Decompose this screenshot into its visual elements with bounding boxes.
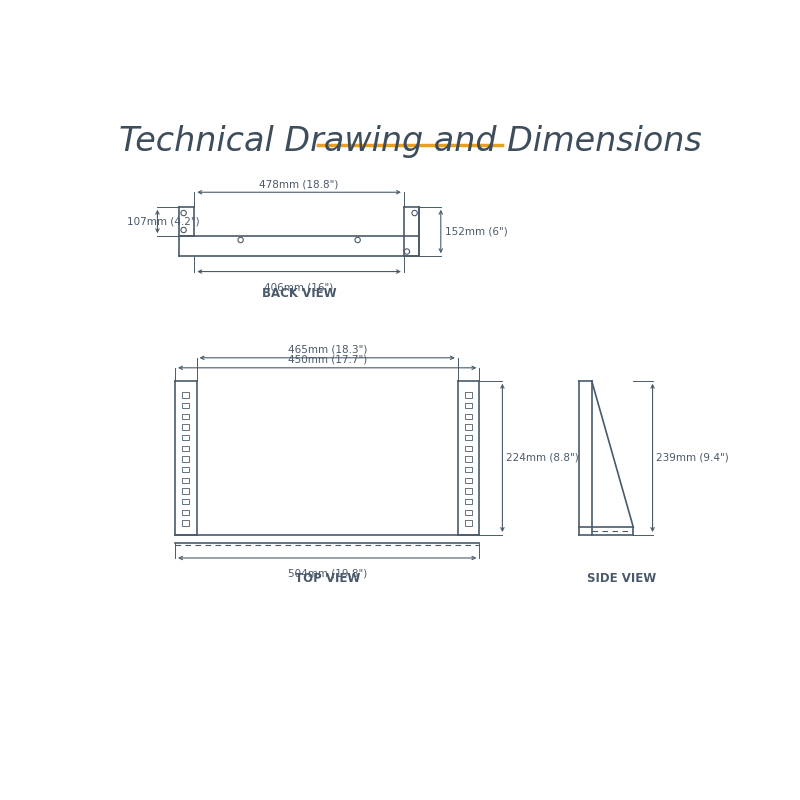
Bar: [465, 510, 472, 515]
Bar: [182, 392, 189, 398]
Bar: [182, 478, 189, 483]
Bar: [182, 499, 189, 504]
Bar: [182, 488, 189, 494]
Text: BACK VIEW: BACK VIEW: [262, 287, 337, 300]
Bar: [465, 435, 472, 440]
Bar: [182, 403, 189, 408]
Bar: [182, 446, 189, 451]
Text: TOP VIEW: TOP VIEW: [294, 572, 360, 585]
Bar: [465, 446, 472, 451]
Text: 107mm (4.2"): 107mm (4.2"): [126, 217, 199, 226]
Bar: [182, 414, 189, 419]
Text: SIDE VIEW: SIDE VIEW: [587, 572, 656, 585]
Bar: [465, 520, 472, 526]
Bar: [182, 424, 189, 430]
Bar: [465, 456, 472, 462]
Text: 239mm (9.4"): 239mm (9.4"): [656, 453, 729, 463]
Bar: [465, 403, 472, 408]
Text: 224mm (8.8"): 224mm (8.8"): [506, 453, 579, 463]
Bar: [465, 478, 472, 483]
Text: Technical Drawing and Dimensions: Technical Drawing and Dimensions: [118, 126, 702, 158]
Bar: [182, 467, 189, 472]
Text: 465mm (18.3"): 465mm (18.3"): [287, 345, 367, 354]
Text: 450mm (17.7"): 450mm (17.7"): [288, 354, 367, 365]
Bar: [182, 510, 189, 515]
Text: 504mm (19.8"): 504mm (19.8"): [288, 569, 367, 578]
Bar: [182, 520, 189, 526]
Bar: [465, 414, 472, 419]
Bar: [465, 499, 472, 504]
Text: 152mm (6"): 152mm (6"): [445, 226, 507, 237]
Bar: [182, 435, 189, 440]
Bar: [182, 456, 189, 462]
Bar: [465, 467, 472, 472]
Bar: [465, 392, 472, 398]
Text: 478mm (18.8"): 478mm (18.8"): [259, 179, 339, 189]
Text: 406mm (16"): 406mm (16"): [265, 282, 334, 292]
Bar: [465, 488, 472, 494]
Bar: [465, 424, 472, 430]
